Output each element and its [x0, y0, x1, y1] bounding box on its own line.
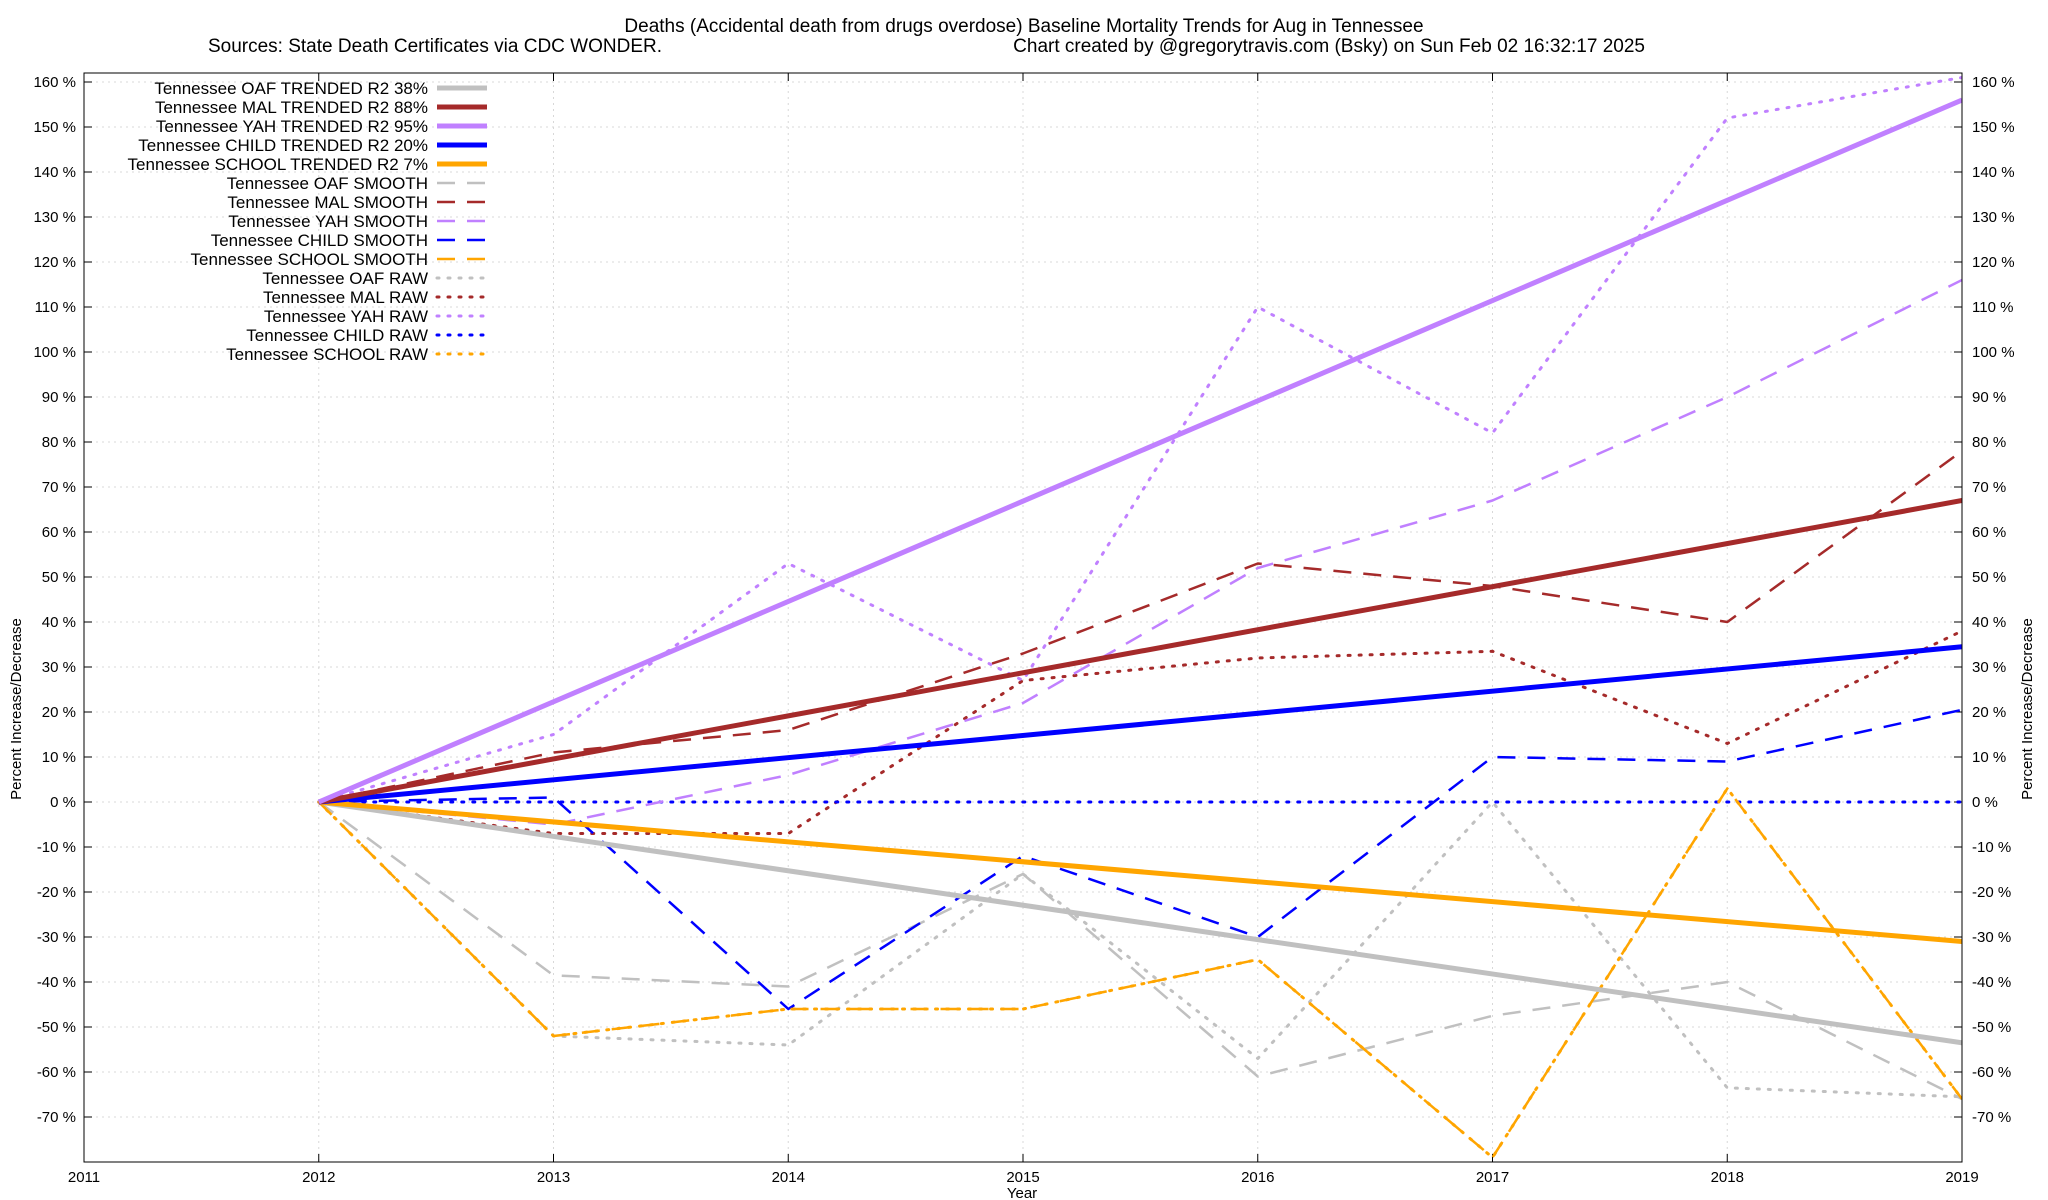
- y-tick-label-left: 120 %: [33, 254, 76, 271]
- series-line-tennessee-oaf-raw: [317, 800, 1962, 1099]
- series-line-tennessee-oaf-trended-r2-38: [318, 799, 1962, 1046]
- y-tick-label-left: 140 %: [33, 164, 76, 181]
- y-tick-label-right: 160 %: [1972, 74, 2015, 91]
- y-tick-label-left: 130 %: [33, 209, 76, 226]
- y-tick-label-right: 40 %: [1972, 614, 2006, 631]
- series-line-tennessee-school-trended-r2-7: [318, 799, 1962, 944]
- legend-label-tennessee-mal-trended-r2-88: Tennessee MAL TRENDED R2 88%: [155, 98, 428, 117]
- y-tick-label-left: -60 %: [37, 1064, 76, 1081]
- y-tick-label-right: 10 %: [1972, 749, 2006, 766]
- y-tick-label-left: 10 %: [42, 749, 76, 766]
- series-line-tennessee-oaf-smooth: [318, 800, 1962, 1101]
- y-tick-label-right: -10 %: [1972, 839, 2011, 856]
- y-tick-label-right: -20 %: [1972, 884, 2011, 901]
- x-tick-label: 2015: [1006, 1169, 1039, 1186]
- y-tick-label-left: -10 %: [37, 839, 76, 856]
- y-tick-label-right: 0 %: [1972, 794, 1998, 811]
- y-tick-label-right: 150 %: [1972, 119, 2015, 136]
- plot-frame: [83, 72, 1963, 1163]
- chart-title: Deaths (Accidental death from drugs over…: [624, 16, 1423, 37]
- y-tick-label-right: 100 %: [1972, 344, 2015, 361]
- legend-label-tennessee-child-raw: Tennessee CHILD RAW: [246, 326, 428, 345]
- y-axis-label-left: Percent Increase/Decrease: [8, 618, 25, 800]
- series-line-tennessee-yah-smooth: [318, 278, 1962, 826]
- y-tick-label-left: 110 %: [35, 299, 76, 316]
- chart-subtitle-credit: Chart created by @gregorytravis.com (Bsk…: [1013, 36, 1645, 57]
- legend-label-tennessee-mal-smooth: Tennessee MAL SMOOTH: [227, 193, 428, 212]
- y-tick-label-right: -60 %: [1972, 1064, 2011, 1081]
- legend-label-tennessee-oaf-trended-r2-38: Tennessee OAF TRENDED R2 38%: [154, 79, 428, 98]
- y-tick-label-left: -70 %: [37, 1109, 76, 1126]
- legend-label-tennessee-oaf-raw: Tennessee OAF RAW: [262, 269, 428, 288]
- y-tick-label-left: 100 %: [33, 344, 76, 361]
- y-tick-label-right: 120 %: [1972, 254, 2015, 271]
- y-tick-label-right: 130 %: [1972, 209, 2015, 226]
- legend-label-tennessee-school-trended-r2-7: Tennessee SCHOOL TRENDED R2 7%: [128, 155, 428, 174]
- x-axis-label: Year: [1007, 1185, 1037, 1200]
- y-tick-label-left: 80 %: [42, 434, 76, 451]
- y-tick-label-left: 160 %: [33, 74, 76, 91]
- series-line-tennessee-mal-trended-r2-88: [318, 498, 1962, 805]
- y-tick-label-left: 50 %: [42, 569, 76, 586]
- x-tick-label: 2019: [1945, 1169, 1978, 1186]
- y-tick-label-left: 30 %: [42, 659, 76, 676]
- grid: [83, 73, 1963, 1162]
- y-tick-label-right: -40 %: [1972, 974, 2011, 991]
- legend-label-tennessee-oaf-smooth: Tennessee OAF SMOOTH: [227, 174, 428, 193]
- y-tick-label-left: 20 %: [42, 704, 76, 721]
- y-axis-label-right: Percent Increase/Decrease: [2019, 618, 2036, 800]
- y-tick-label-right: 80 %: [1972, 434, 2006, 451]
- x-tick-label: 2013: [537, 1169, 570, 1186]
- x-tick-label: 2016: [1241, 1169, 1274, 1186]
- y-tick-label-right: 110 %: [1972, 299, 2013, 316]
- series-lines: [317, 76, 1962, 1159]
- y-tick-label-left: 70 %: [42, 479, 76, 496]
- y-tick-label-right: -30 %: [1972, 929, 2011, 946]
- y-tick-label-left: -50 %: [37, 1019, 76, 1036]
- series-line-tennessee-school-raw: [317, 787, 1962, 1159]
- x-tick-label: 2017: [1476, 1169, 1509, 1186]
- y-tick-label-right: 90 %: [1972, 389, 2006, 406]
- y-tick-label-right: 70 %: [1972, 479, 2006, 496]
- y-tick-label-left: 90 %: [42, 389, 76, 406]
- legend-label-tennessee-school-raw: Tennessee SCHOOL RAW: [226, 345, 428, 364]
- legend-label-tennessee-yah-trended-r2-95: Tennessee YAH TRENDED R2 95%: [156, 117, 428, 136]
- y-tick-label-right: 60 %: [1972, 524, 2006, 541]
- series-line-tennessee-mal-smooth: [318, 449, 1962, 804]
- y-tick-label-left: -30 %: [37, 929, 76, 946]
- legend-label-tennessee-yah-smooth: Tennessee YAH SMOOTH: [228, 212, 428, 231]
- legend-label-tennessee-school-smooth: Tennessee SCHOOL SMOOTH: [191, 250, 428, 269]
- y-tick-label-left: -40 %: [37, 974, 76, 991]
- y-tick-label-left: 0 %: [50, 794, 76, 811]
- y-tick-label-right: -50 %: [1972, 1019, 2011, 1036]
- x-tick-label: 2018: [1711, 1169, 1744, 1186]
- y-tick-label-left: 60 %: [42, 524, 76, 541]
- y-tick-label-right: 140 %: [1972, 164, 2015, 181]
- series-line-tennessee-yah-trended-r2-95: [317, 97, 1962, 805]
- legend-label-tennessee-yah-raw: Tennessee YAH RAW: [264, 307, 428, 326]
- series-line-tennessee-school-smooth: [317, 787, 1962, 1159]
- y-tick-label-right: -70 %: [1972, 1109, 2011, 1126]
- y-tick-label-left: 40 %: [42, 614, 76, 631]
- y-tick-label-right: 20 %: [1972, 704, 2006, 721]
- legend: Tennessee OAF TRENDED R2 38%Tennessee MA…: [128, 79, 489, 364]
- legend-label-tennessee-child-smooth: Tennessee CHILD SMOOTH: [211, 231, 428, 250]
- y-tick-label-left: 150 %: [33, 119, 76, 136]
- chart-subtitle-source: Sources: State Death Certificates via CD…: [208, 36, 662, 57]
- legend-label-tennessee-child-trended-r2-20: Tennessee CHILD TRENDED R2 20%: [138, 136, 428, 155]
- y-tick-label-right: 30 %: [1972, 659, 2006, 676]
- x-tick-label: 2014: [772, 1169, 805, 1186]
- x-tick-label: 2012: [302, 1169, 335, 1186]
- x-tick-label: 2011: [68, 1169, 100, 1186]
- legend-label-tennessee-mal-raw: Tennessee MAL RAW: [263, 288, 428, 307]
- axis-ticks: 2011 2012 2013 2014 2015 2016 2017 2018 2019 -70 …: [33, 73, 2015, 1186]
- series-line-tennessee-child-smooth: [318, 708, 1962, 1011]
- series-line-tennessee-child-trended-r2-20: [318, 644, 1962, 805]
- series-line-tennessee-yah-raw: [317, 76, 1962, 804]
- y-tick-label-left: -20 %: [37, 884, 76, 901]
- y-tick-label-right: 50 %: [1972, 569, 2006, 586]
